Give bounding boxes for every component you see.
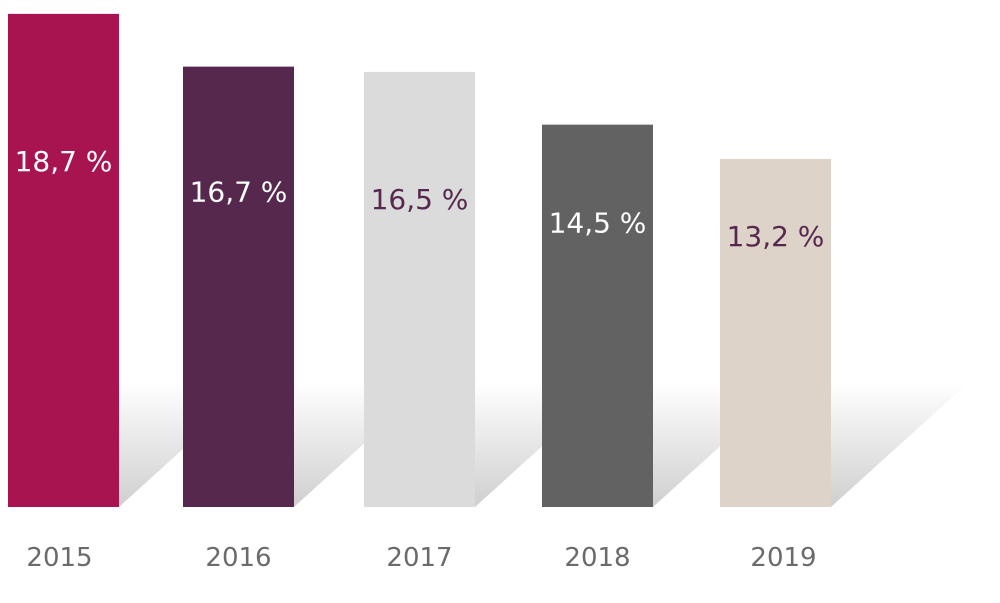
category-labels-group: 2015 2016 2017 2018 2019	[26, 543, 816, 573]
bar-2018	[542, 124, 653, 507]
bar-2016	[183, 66, 294, 507]
x-tick-label-2016: 2016	[205, 543, 271, 573]
value-label-2018: 14,5 %	[549, 207, 647, 240]
bar-shadow	[831, 382, 969, 507]
value-label-2016: 16,7 %	[190, 176, 288, 209]
x-tick-label-2018: 2018	[564, 543, 630, 573]
bar-2019	[720, 158, 831, 507]
bar-2017	[364, 71, 475, 508]
value-label-2017: 16,5 %	[371, 183, 469, 216]
x-tick-label-2015: 2015	[26, 543, 92, 573]
value-label-2019: 13,2 %	[727, 220, 825, 253]
x-tick-label-2019: 2019	[750, 543, 816, 573]
value-label-2015: 18,7 %	[15, 145, 113, 178]
value-labels-group: 18,7 % 16,7 % 16,5 % 14,5 % 13,2 %	[15, 145, 825, 253]
bar-2015	[8, 13, 119, 507]
x-tick-label-2017: 2017	[386, 543, 452, 573]
bars-group	[8, 13, 831, 508]
